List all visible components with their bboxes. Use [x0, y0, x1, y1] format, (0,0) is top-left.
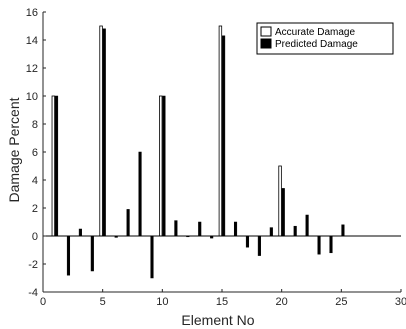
legend-swatch-predicted [260, 38, 272, 49]
legend-label-accurate: Accurate Damage [275, 27, 355, 38]
y-tick-label: 8 [32, 119, 38, 131]
bar-predicted [281, 188, 285, 237]
axes-group: 0 5 10 15 20 25 30 -4 -2 0 2 4 6 8 10 12 14 16 [26, 7, 406, 308]
x-tick-label: 15 [216, 296, 228, 308]
x-tick-label: 10 [156, 296, 168, 308]
bar-predicted [317, 235, 321, 255]
bars-group [51, 25, 345, 279]
bar-predicted [293, 225, 297, 237]
bar-predicted [102, 28, 106, 237]
bar-accurate [51, 95, 56, 237]
bar-predicted [138, 151, 142, 237]
bar-predicted [269, 227, 273, 237]
bar-accurate [278, 165, 282, 237]
bar-predicted [66, 235, 71, 276]
bar-predicted [78, 228, 82, 237]
x-tick-label: 5 [100, 296, 106, 308]
y-tick-label: 0 [32, 231, 38, 243]
bar-predicted [257, 235, 261, 256]
y-tick-label: 12 [26, 63, 38, 75]
bar-predicted [150, 235, 154, 279]
legend-box [256, 22, 394, 55]
y-tick-label: 2 [32, 203, 38, 215]
x-tick-label: 25 [335, 296, 347, 308]
y-tick-label: 14 [26, 35, 38, 47]
bar-predicted [126, 209, 130, 237]
bar-predicted [162, 95, 166, 237]
bar-predicted [245, 235, 250, 248]
bar-predicted [198, 221, 202, 237]
bar-predicted [222, 35, 226, 237]
y-tick-label: -2 [28, 259, 38, 271]
bar-predicted [329, 235, 333, 254]
x-tick-label: 30 [395, 296, 406, 308]
y-tick-label: 10 [26, 91, 38, 103]
bar-predicted [90, 235, 94, 272]
bar-predicted [305, 214, 309, 237]
y-tick-label: 6 [32, 147, 38, 159]
bar-predicted [341, 224, 345, 237]
y-tick-label: 4 [32, 175, 38, 187]
legend: Accurate Damage Predicted Damage [256, 22, 394, 55]
x-axis-label: Element No [181, 312, 254, 328]
legend-swatch-accurate [260, 26, 272, 37]
x-tick-label: 0 [40, 296, 46, 308]
bar-predicted [174, 220, 178, 237]
x-tick-label: 20 [276, 296, 288, 308]
bar-predicted [54, 95, 59, 237]
bar-accurate [99, 25, 103, 237]
bar-accurate [218, 25, 223, 237]
legend-label-predicted: Predicted Damage [275, 39, 358, 50]
y-axis-label: Damage Percent [6, 97, 22, 202]
bar-predicted [233, 221, 238, 237]
y-tick-label: -4 [28, 287, 38, 299]
bar-accurate [159, 95, 163, 237]
y-tick-label: 16 [26, 7, 38, 19]
